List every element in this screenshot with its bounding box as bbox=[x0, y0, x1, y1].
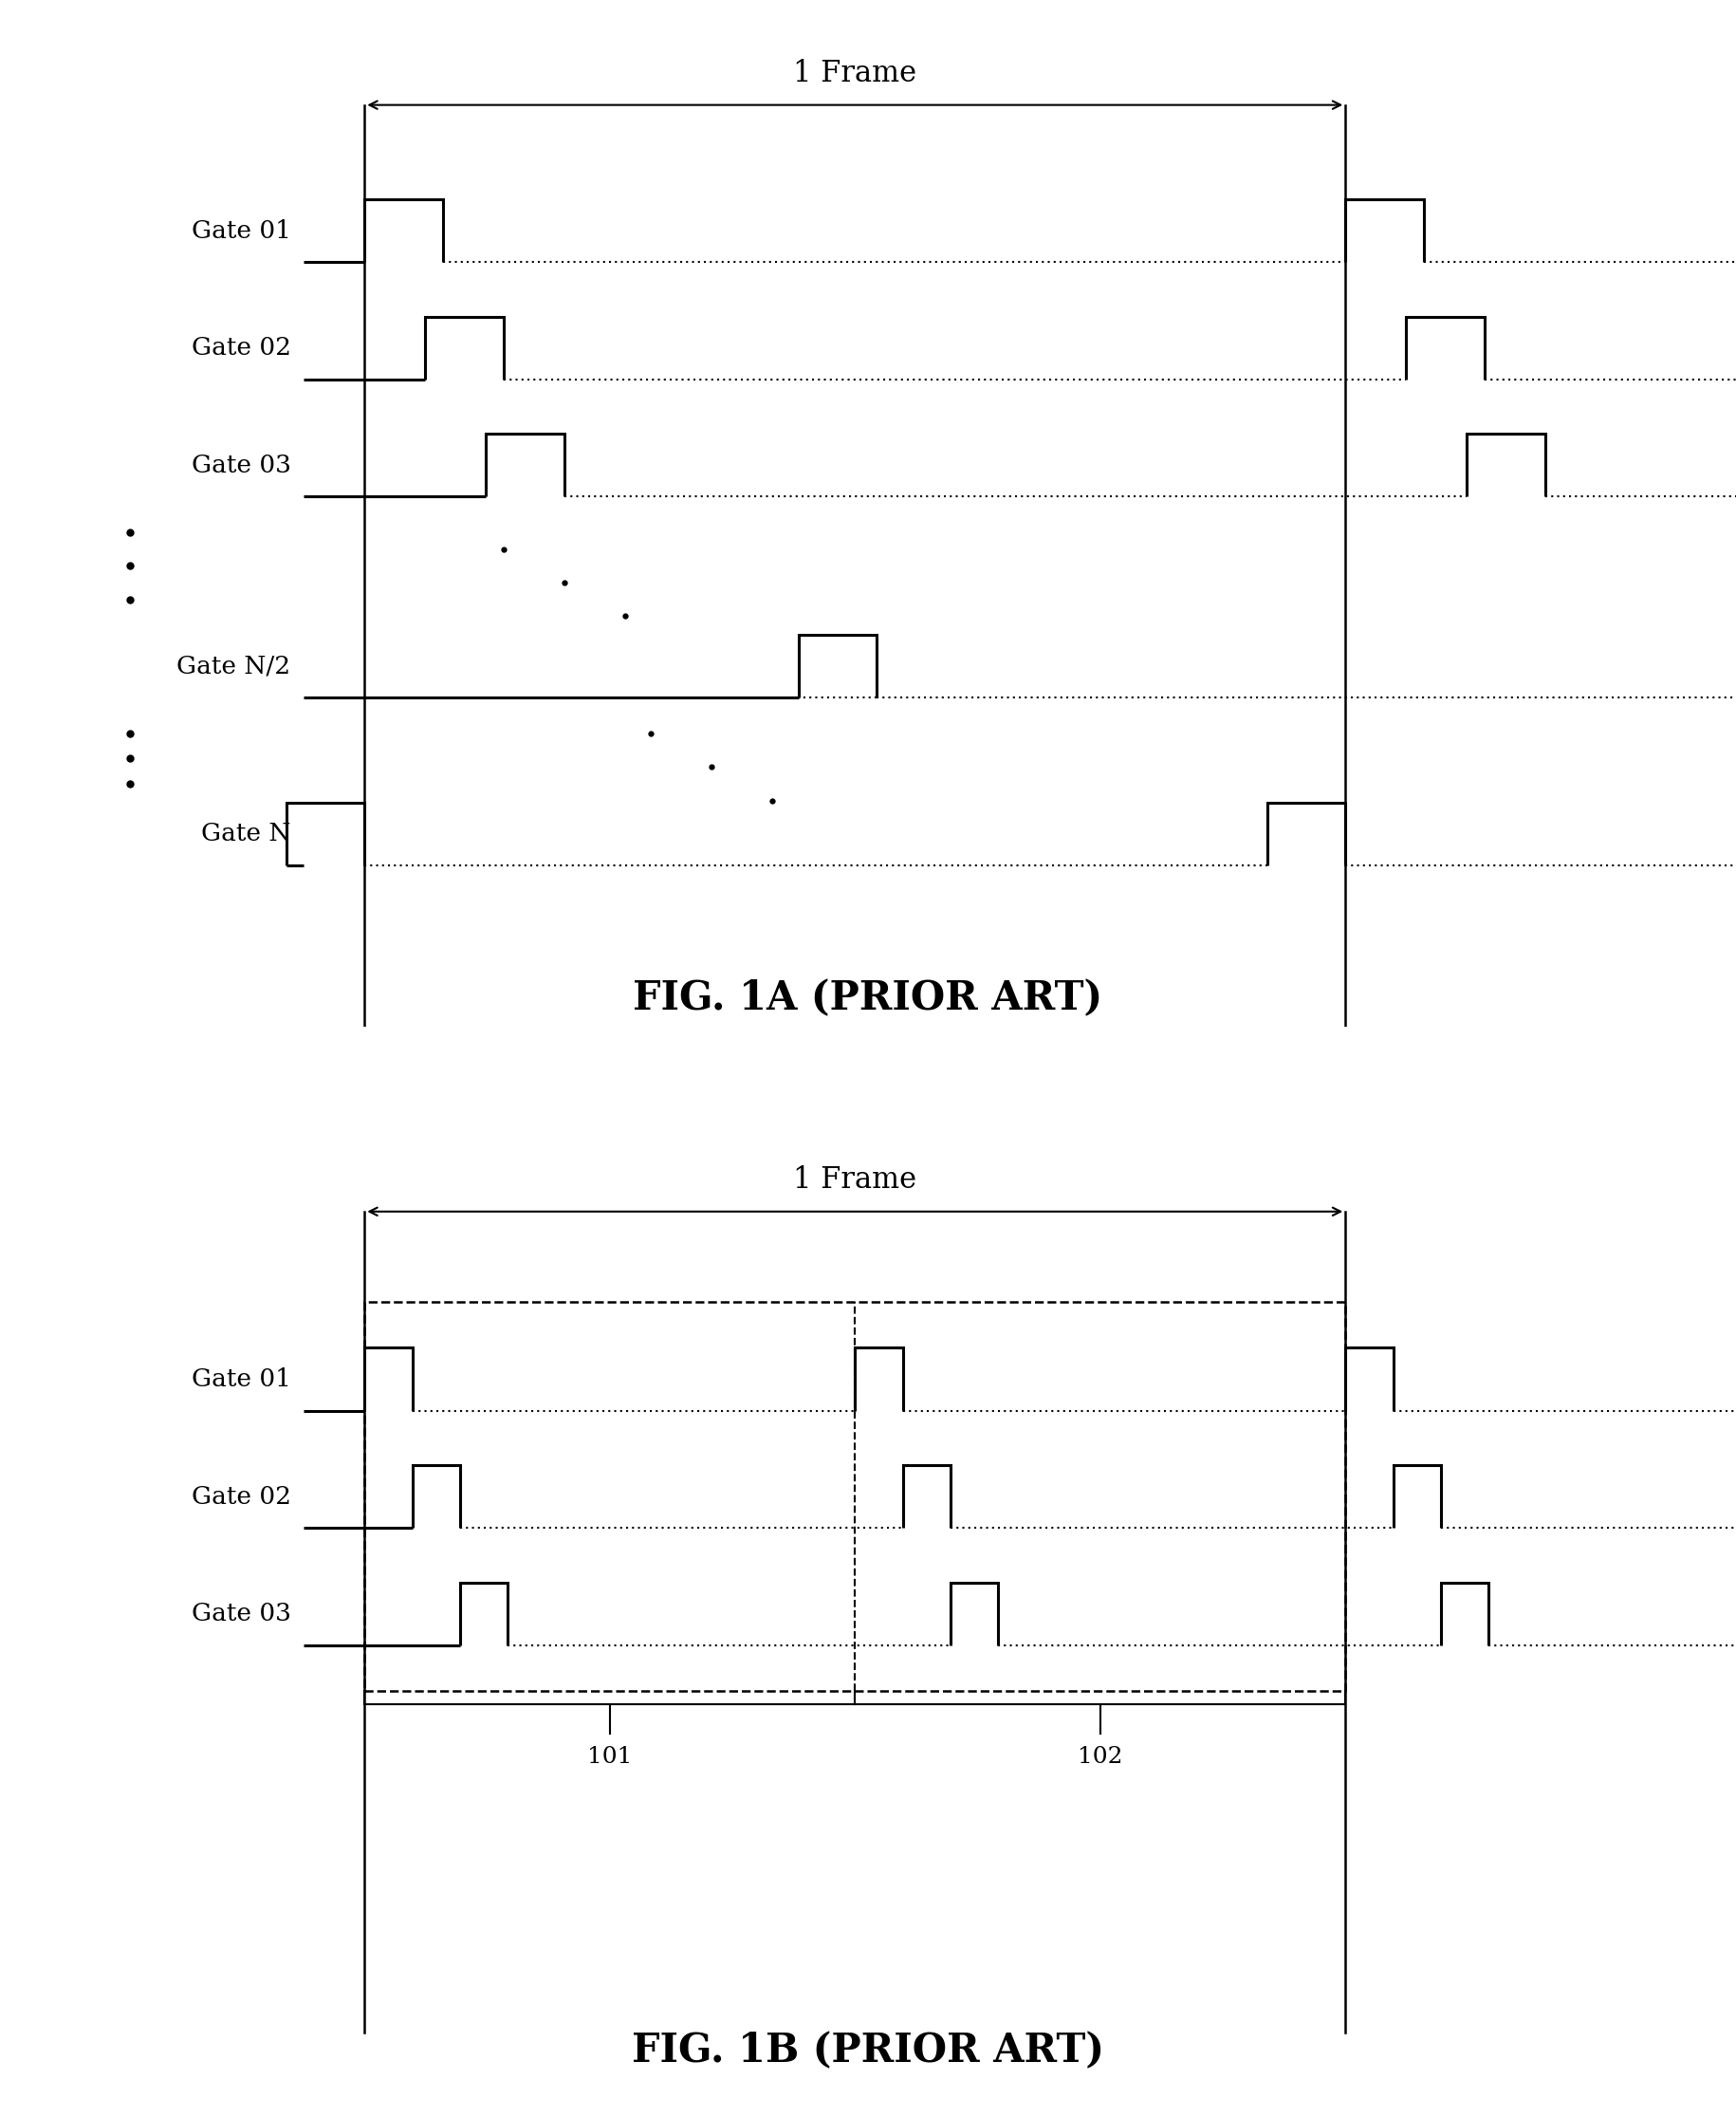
Text: Gate N: Gate N bbox=[201, 821, 292, 847]
Text: Gate 02: Gate 02 bbox=[191, 1484, 292, 1507]
Text: 101: 101 bbox=[587, 1747, 632, 1768]
Text: Gate 03: Gate 03 bbox=[191, 1603, 292, 1626]
Text: Gate N/2: Gate N/2 bbox=[177, 654, 292, 677]
Text: 102: 102 bbox=[1078, 1747, 1123, 1768]
Text: Gate 03: Gate 03 bbox=[191, 453, 292, 476]
Text: FIG. 1B (PRIOR ART): FIG. 1B (PRIOR ART) bbox=[632, 2030, 1104, 2070]
Text: Gate 01: Gate 01 bbox=[191, 1368, 292, 1391]
Text: 1 Frame: 1 Frame bbox=[793, 59, 917, 89]
Text: 1 Frame: 1 Frame bbox=[793, 1164, 917, 1194]
Text: Gate 02: Gate 02 bbox=[191, 337, 292, 360]
Text: Gate 01: Gate 01 bbox=[191, 218, 292, 243]
Text: FIG. 1A (PRIOR ART): FIG. 1A (PRIOR ART) bbox=[634, 978, 1102, 1018]
Bar bbox=[365, 1302, 1345, 1691]
